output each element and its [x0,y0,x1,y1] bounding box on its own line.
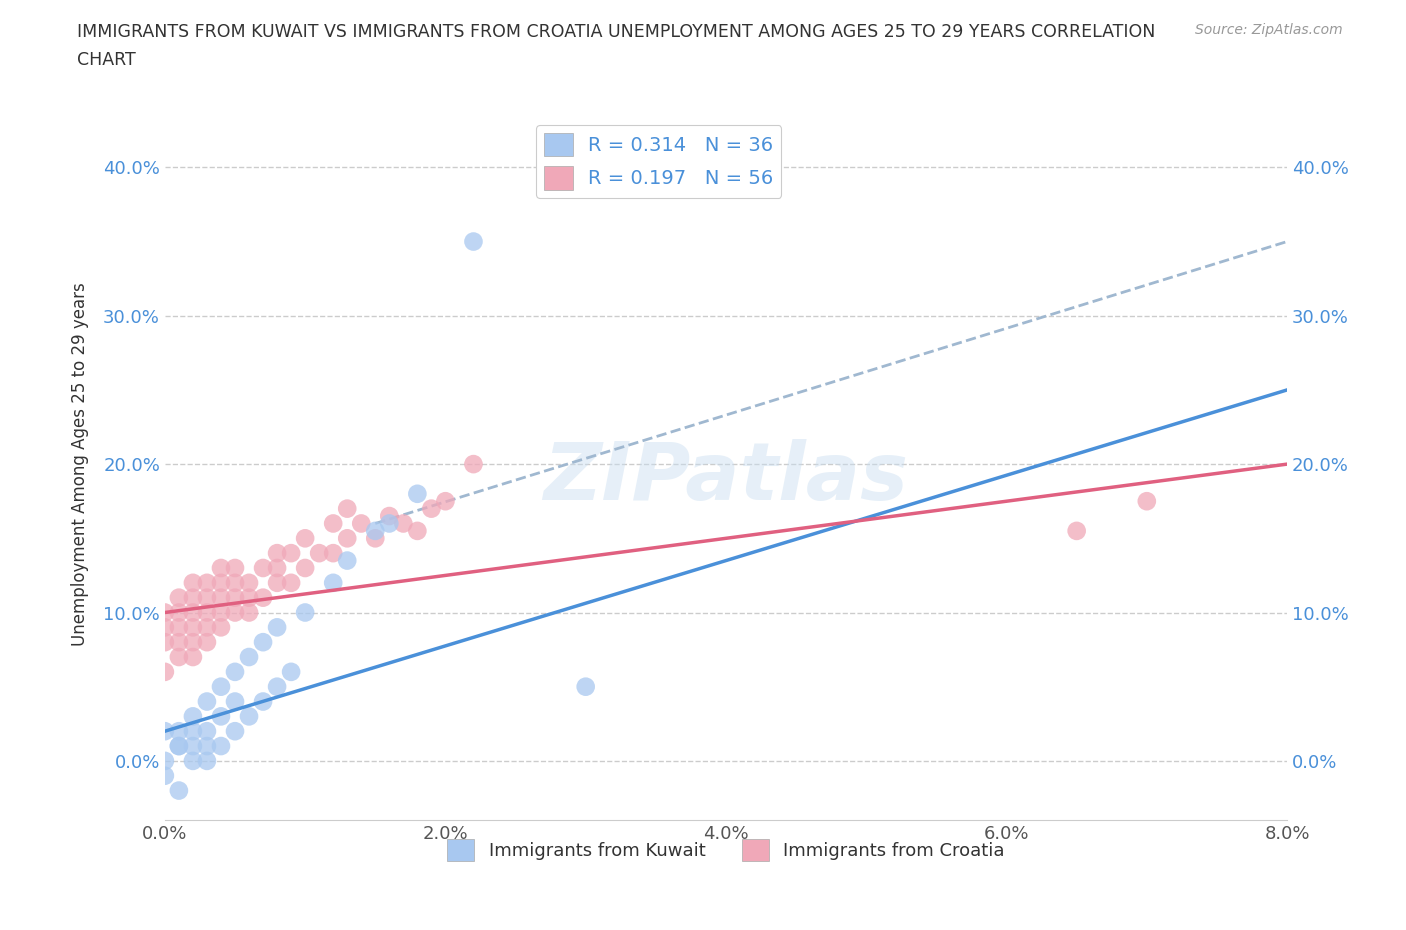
Point [463,457,485,472]
Point [153,753,176,768]
Point [181,635,204,650]
Point [280,664,302,679]
Point [195,694,218,709]
Point [224,576,246,591]
Point [434,494,457,509]
Point [181,753,204,768]
Point [294,561,316,576]
Point [195,753,218,768]
Point [224,591,246,605]
Point [294,531,316,546]
Point [238,649,260,664]
Point [167,738,190,753]
Point [266,679,288,694]
Point [308,546,330,561]
Point [195,724,218,738]
Point [153,635,176,650]
Point [252,694,274,709]
Point [266,546,288,561]
Text: ZIPatlas: ZIPatlas [544,439,908,517]
Point [167,783,190,798]
Point [181,576,204,591]
Point [167,724,190,738]
Point [575,679,598,694]
Point [252,561,274,576]
Point [322,546,344,561]
Point [167,635,190,650]
Point [153,664,176,679]
Point [406,486,429,501]
Point [209,620,232,635]
Point [336,531,359,546]
Point [252,635,274,650]
Point [224,561,246,576]
Point [167,605,190,620]
Point [167,649,190,664]
Point [224,605,246,620]
Point [209,679,232,694]
Point [266,576,288,591]
Point [153,620,176,635]
Point [420,501,443,516]
Text: Source: ZipAtlas.com: Source: ZipAtlas.com [1195,23,1343,37]
Point [378,516,401,531]
Point [195,605,218,620]
Point [181,724,204,738]
Point [153,605,176,620]
Point [1066,524,1088,538]
Point [195,591,218,605]
Point [336,501,359,516]
Point [195,620,218,635]
Point [195,635,218,650]
Point [1136,494,1159,509]
Point [350,516,373,531]
Text: CHART: CHART [77,51,136,69]
Point [181,649,204,664]
Point [322,576,344,591]
Point [336,553,359,568]
Point [209,561,232,576]
Point [153,724,176,738]
Point [406,524,429,538]
Point [364,531,387,546]
Point [181,605,204,620]
Point [280,546,302,561]
Point [238,591,260,605]
Point [378,509,401,524]
Point [266,620,288,635]
Legend: Immigrants from Kuwait, Immigrants from Croatia: Immigrants from Kuwait, Immigrants from … [440,831,1012,869]
Point [364,524,387,538]
Point [224,664,246,679]
Point [224,724,246,738]
Y-axis label: Unemployment Among Ages 25 to 29 years: Unemployment Among Ages 25 to 29 years [72,282,89,646]
Point [167,591,190,605]
Point [195,738,218,753]
Point [280,576,302,591]
Point [238,709,260,724]
Point [209,709,232,724]
Point [266,561,288,576]
Point [181,709,204,724]
Point [153,768,176,783]
Point [224,694,246,709]
Point [209,738,232,753]
Text: IMMIGRANTS FROM KUWAIT VS IMMIGRANTS FROM CROATIA UNEMPLOYMENT AMONG AGES 25 TO : IMMIGRANTS FROM KUWAIT VS IMMIGRANTS FRO… [77,23,1156,41]
Point [181,620,204,635]
Point [392,516,415,531]
Point [181,591,204,605]
Point [252,591,274,605]
Point [463,234,485,249]
Point [238,576,260,591]
Point [195,576,218,591]
Point [209,605,232,620]
Point [167,620,190,635]
Point [209,591,232,605]
Point [294,605,316,620]
Point [238,605,260,620]
Point [181,738,204,753]
Point [167,738,190,753]
Point [209,576,232,591]
Point [322,516,344,531]
